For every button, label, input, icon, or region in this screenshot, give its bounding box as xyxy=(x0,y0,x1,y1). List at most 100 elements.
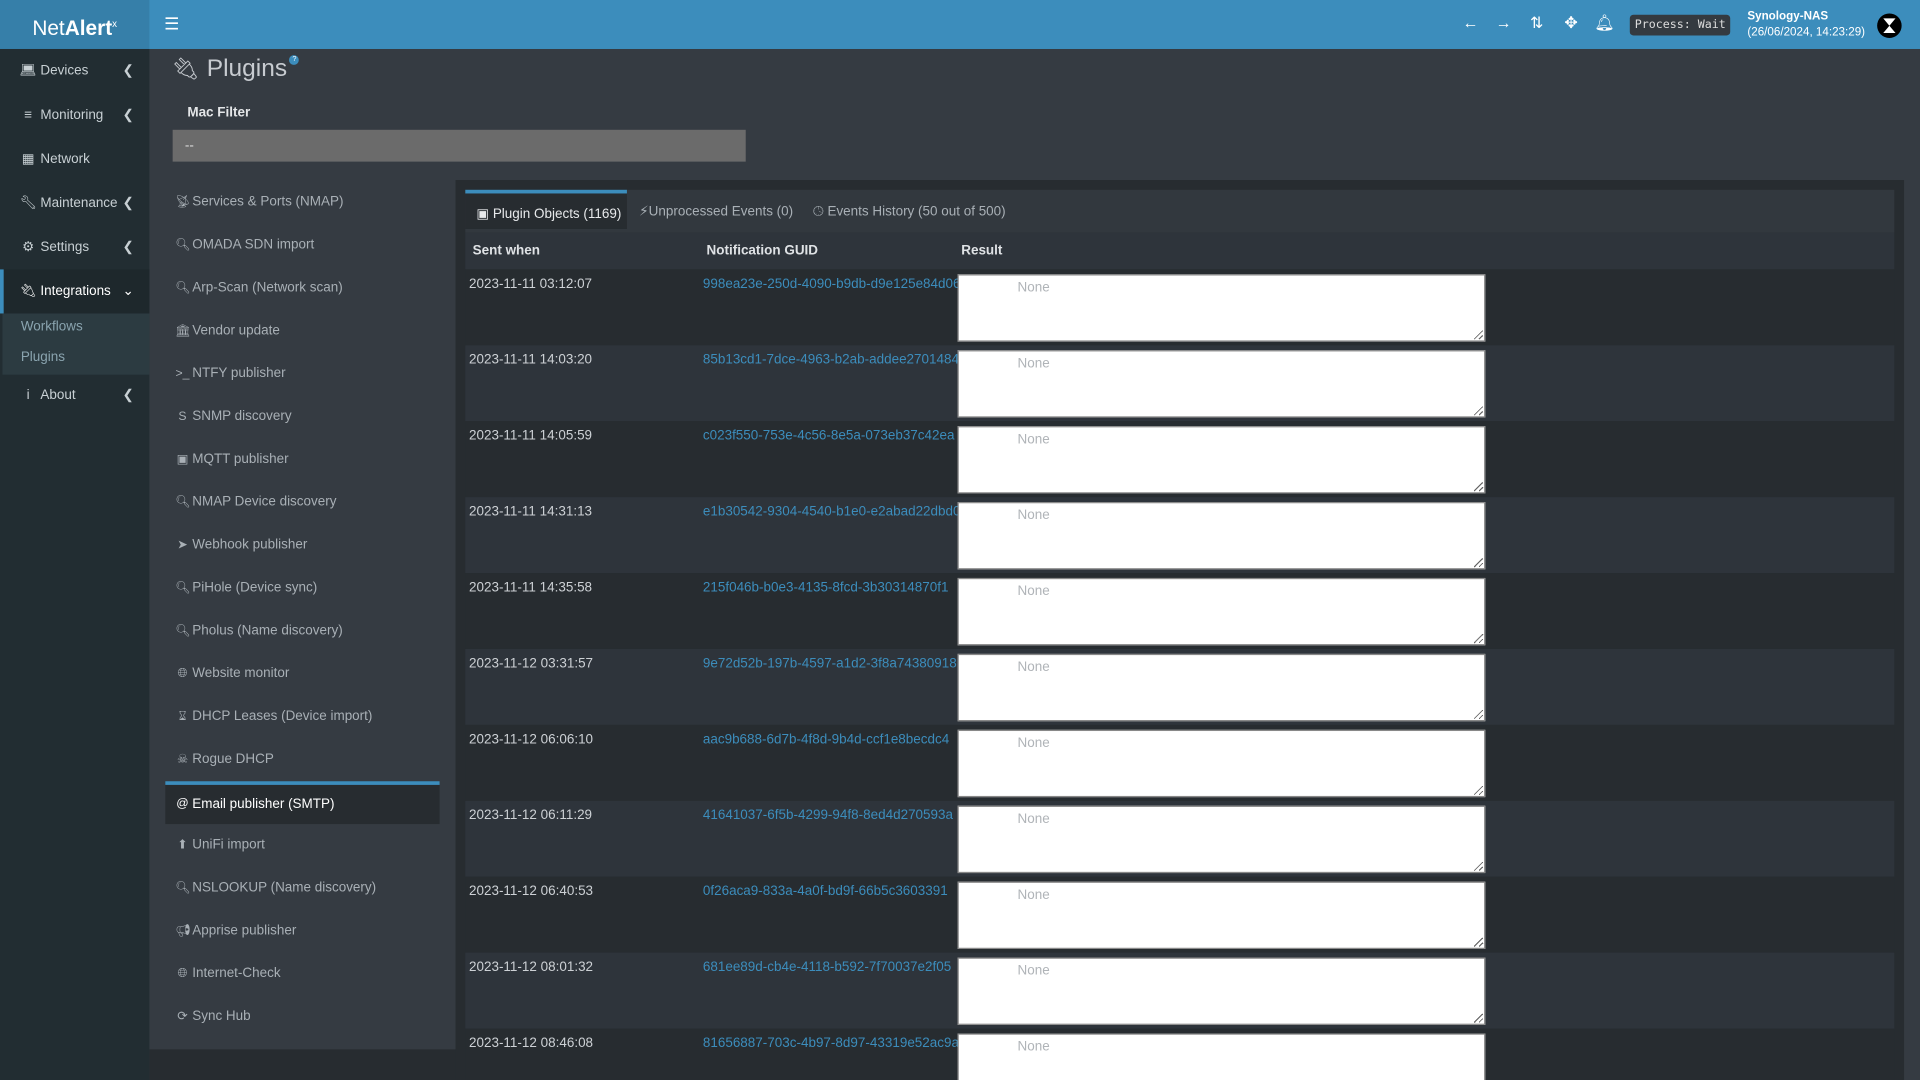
user-avatar-icon[interactable] xyxy=(1877,13,1902,38)
plugin-item[interactable]: ▣ MQTT publisher xyxy=(165,438,439,481)
app-logo[interactable]: NetAlertx xyxy=(0,0,150,49)
result-textarea[interactable] xyxy=(957,1033,1486,1080)
sync-icon: ⟳ xyxy=(177,1010,188,1024)
plugin-item[interactable]: ⌛︎ DHCP Leases (Device import) xyxy=(165,696,439,739)
sidebar-item-label: Network xyxy=(40,151,90,167)
notification-guid-link[interactable]: 85b13cd1-7dce-4963-b2ab-addee2701484 xyxy=(702,352,960,368)
plugin-item[interactable]: 🌐︎ Internet-Check xyxy=(165,953,439,996)
plugin-item[interactable]: 🔍︎ OMADA SDN import xyxy=(165,224,439,267)
result-textarea[interactable] xyxy=(957,805,1486,874)
column-header-guid[interactable]: Notification GUID xyxy=(706,243,819,259)
info-icon: i xyxy=(26,388,30,403)
arrow-right-icon[interactable]: → xyxy=(1495,13,1512,32)
arrows-move-icon[interactable]: ✥ xyxy=(1564,13,1578,32)
column-header-sent-when[interactable]: Sent when xyxy=(472,243,541,259)
tab-plugin-objects[interactable]: ▣ Plugin Objects (1169) xyxy=(465,189,627,229)
host-name: Synology-NAS xyxy=(1747,9,1829,24)
notification-guid-link[interactable]: 998ea23e-250d-4090-b9db-d9e125e84d06 xyxy=(702,276,961,292)
notification-guid-link[interactable]: 681ee89d-cb4e-4118-b592-7f70037e2f05 xyxy=(702,960,952,975)
bullhorn-icon: 📢︎ xyxy=(175,924,191,938)
notification-guid-link[interactable]: 41641037-6f5b-4299-94f8-8ed4d270593a xyxy=(702,808,954,823)
notification-guid-link[interactable]: 81656887-703c-4b97-8d97-43319e52ac9a xyxy=(702,1035,960,1051)
sidebar xyxy=(0,48,150,1080)
terminal-icon: >_ xyxy=(175,367,190,381)
refresh-icon[interactable]: ⇅ xyxy=(1530,13,1544,32)
plugin-item[interactable]: 🔍︎ NMAP Device discovery xyxy=(165,481,439,524)
plugin-item[interactable]: 🔍︎ PiHole (Device sync) xyxy=(165,567,439,610)
sidebar-item-network[interactable]: ▦ Network xyxy=(0,137,149,181)
notification-guid-link[interactable]: 0f26aca9-833a-4a0f-bd9f-66b5c3603391 xyxy=(702,884,948,899)
bell-icon[interactable]: 🔔︎ xyxy=(1594,13,1615,32)
sidebar-item-label: About xyxy=(40,388,76,403)
result-textarea[interactable] xyxy=(957,881,1486,949)
plugin-item-label: MQTT publisher xyxy=(192,451,289,467)
chevron-left-icon: ❮ xyxy=(122,195,134,211)
hamburger-menu-icon[interactable]: ☰ xyxy=(164,13,180,34)
result-textarea[interactable] xyxy=(957,350,1486,418)
plugin-item[interactable]: 🌐︎ Website monitor xyxy=(165,653,439,696)
sent-when-cell: 2023-11-11 14:05:59 xyxy=(468,428,593,444)
plugin-item[interactable]: 🔍︎ Pholus (Name discovery) xyxy=(165,610,439,653)
notification-guid-link[interactable]: aac9b688-6d7b-4f8d-9b4d-ccf1e8becdc4 xyxy=(702,732,950,747)
result-textarea[interactable] xyxy=(957,957,1486,1025)
table-row: 2023-11-12 08:01:32 681ee89d-cb4e-4118-b5… xyxy=(465,952,1895,1029)
sidebar-item-label: Maintenance xyxy=(40,195,118,211)
column-header-result[interactable]: Result xyxy=(961,243,1003,259)
plugin-item[interactable]: S SNMP discovery xyxy=(165,396,439,439)
table-row: 2023-11-12 08:46:08 81656887-703c-4b97-8d… xyxy=(465,1028,1895,1080)
plugin-item-label: Email publisher (SMTP) xyxy=(192,797,335,812)
table-row: 2023-11-11 14:31:13 e1b30542-9304-4540-b1… xyxy=(465,497,1895,574)
plugin-item-label: Webhook publisher xyxy=(192,537,308,553)
plugin-item[interactable]: @ Email publisher (SMTP) xyxy=(165,781,440,825)
result-textarea[interactable] xyxy=(957,653,1486,722)
skull-icon: ☠︎ xyxy=(176,753,188,767)
sidebar-subitem-workflows[interactable]: Workflows xyxy=(20,319,83,335)
mac-filter-input[interactable] xyxy=(172,129,746,162)
tab-label: Plugin Objects (1169) xyxy=(492,206,622,222)
sent-when-cell: 2023-11-11 14:35:58 xyxy=(468,580,593,596)
logo-text-bold: Alert xyxy=(64,16,113,40)
plugin-item[interactable]: 📡︎ Services & Ports (NMAP) xyxy=(165,181,439,224)
sidebar-item-devices[interactable]: 💻︎ Devices ❮ xyxy=(0,49,149,93)
sidebar-item-maintenance[interactable]: 🔧︎ Maintenance ❮ xyxy=(0,181,149,225)
sidebar-item-integrations[interactable]: 🔌︎ Integrations ⌄ xyxy=(0,269,150,314)
plugin-item[interactable]: ⟳ Sync Hub xyxy=(165,996,439,1039)
plugin-item[interactable]: 🏛︎ Vendor update xyxy=(165,310,439,353)
sent-when-cell: 2023-11-11 03:12:07 xyxy=(468,276,593,292)
result-textarea[interactable] xyxy=(957,577,1486,646)
plugin-item-label: SNMP discovery xyxy=(192,408,292,424)
sidebar-item-monitoring[interactable]: ≡ Monitoring ❮ xyxy=(0,93,149,137)
plugin-item[interactable]: 🔍︎ Arp-Scan (Network scan) xyxy=(165,267,439,310)
chart-icon: ≡ xyxy=(24,107,33,123)
result-textarea[interactable] xyxy=(957,426,1486,494)
notification-guid-link[interactable]: c023f550-753e-4c56-8e5a-073eb37c42ea xyxy=(702,428,955,444)
sidebar-item-settings[interactable]: ⚙ Settings ❮ xyxy=(0,225,149,269)
plugin-item-label: NMAP Device discovery xyxy=(192,494,337,510)
chevron-down-icon: ⌄ xyxy=(122,284,134,299)
sidebar-item-about[interactable]: i About ❮ xyxy=(0,373,149,417)
result-textarea[interactable] xyxy=(957,502,1486,570)
sidebar-item-label: Monitoring xyxy=(40,107,104,123)
search-icon: 🔍︎ xyxy=(175,238,191,253)
tab-unprocessed-events[interactable]: ⚡︎Unprocessed Events (0) xyxy=(639,190,793,233)
plugin-item[interactable]: 📢︎ Apprise publisher xyxy=(165,910,439,953)
plugin-item-label: Sync Hub xyxy=(192,1008,251,1024)
result-textarea[interactable] xyxy=(957,729,1486,798)
host-time: (26/06/2024, 14:23:29) xyxy=(1747,25,1866,40)
plugin-item[interactable]: ⬆︎ UniFi import xyxy=(165,824,439,867)
plugin-item[interactable]: >_ NTFY publisher xyxy=(165,353,439,396)
globe-icon: 🌐︎ xyxy=(177,667,188,681)
notification-guid-link[interactable]: 215f046b-b0e3-4135-8fcd-3b30314870f1 xyxy=(702,580,949,596)
plugin-item[interactable]: ☠︎ Rogue DHCP xyxy=(165,738,439,781)
plugin-item-label: Arp-Scan (Network scan) xyxy=(192,280,343,296)
chevron-left-icon: ❮ xyxy=(122,388,134,403)
tab-events-history[interactable]: 🕓︎ Events History (50 out of 500) xyxy=(813,190,1006,233)
notification-guid-link[interactable]: e1b30542-9304-4540-b1e0-e2abad22dbd0 xyxy=(702,504,961,520)
help-icon[interactable]: ? xyxy=(289,55,300,65)
sidebar-subitem-plugins[interactable]: Plugins xyxy=(20,350,65,365)
notification-guid-link[interactable]: 9e72d52b-197b-4597-a1d2-3f8a74380918 xyxy=(702,656,957,672)
plugin-item[interactable]: 🔍︎ NSLOOKUP (Name discovery) xyxy=(165,867,439,910)
result-textarea[interactable] xyxy=(957,274,1486,342)
plugin-item[interactable]: ➤ Webhook publisher xyxy=(165,524,439,567)
arrow-left-icon[interactable]: ← xyxy=(1462,13,1479,32)
